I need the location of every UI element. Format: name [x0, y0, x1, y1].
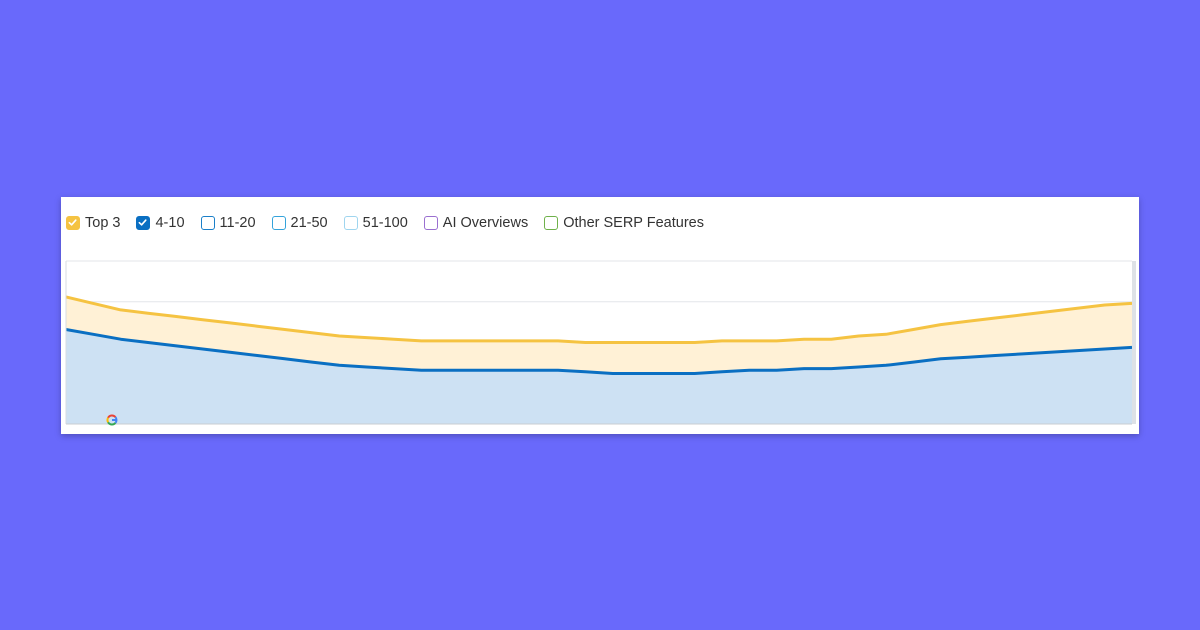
series-line-4-10 [65, 328, 1133, 375]
legend-label: 51-100 [362, 215, 408, 231]
legend-item-21-50[interactable]: 21-50 [271, 215, 328, 231]
legend-label: 21-50 [290, 215, 328, 231]
legend-item-11-20[interactable]: 11-20 [200, 215, 256, 231]
legend-label: AI Overviews [442, 215, 529, 231]
rankings-chart-card: Top 3 4-10 11-20 21-50 51-100 AI Overviews Oth… [61, 197, 1139, 434]
scroll-edge [1132, 261, 1136, 424]
area-top-3 [66, 296, 1132, 374]
legend-checkbox[interactable] [343, 216, 358, 230]
legend-item-4-10[interactable]: 4-10 [136, 215, 185, 231]
check-icon [139, 219, 148, 226]
legend-label: Top 3 [85, 215, 121, 231]
google-g-icon [106, 414, 118, 426]
legend-item-other-serp-features[interactable]: Other SERP Features [544, 215, 704, 231]
area-chart [65, 259, 1137, 427]
legend-checkbox[interactable] [136, 216, 151, 230]
area-chart-svg [65, 260, 1136, 426]
legend-checkbox[interactable] [271, 216, 286, 230]
legend-checkbox[interactable] [423, 216, 438, 230]
legend-checkbox[interactable] [66, 216, 80, 230]
legend-label: 4-10 [155, 215, 185, 231]
legend-item-ai-overviews[interactable]: AI Overviews [423, 215, 529, 231]
legend-item-51-100[interactable]: 51-100 [343, 215, 408, 231]
check-icon [68, 219, 77, 226]
legend-label: 11-20 [219, 215, 256, 231]
series-line-top-3 [65, 295, 1133, 344]
legend-checkbox[interactable] [544, 216, 559, 230]
legend-checkbox[interactable] [200, 216, 215, 230]
legend-item-top-3[interactable]: Top 3 [66, 215, 120, 231]
legend-label: Other SERP Features [563, 215, 704, 231]
area-4-10 [66, 329, 1132, 424]
chart-legend: Top 3 4-10 11-20 21-50 51-100 AI Overviews Oth… [66, 213, 720, 233]
